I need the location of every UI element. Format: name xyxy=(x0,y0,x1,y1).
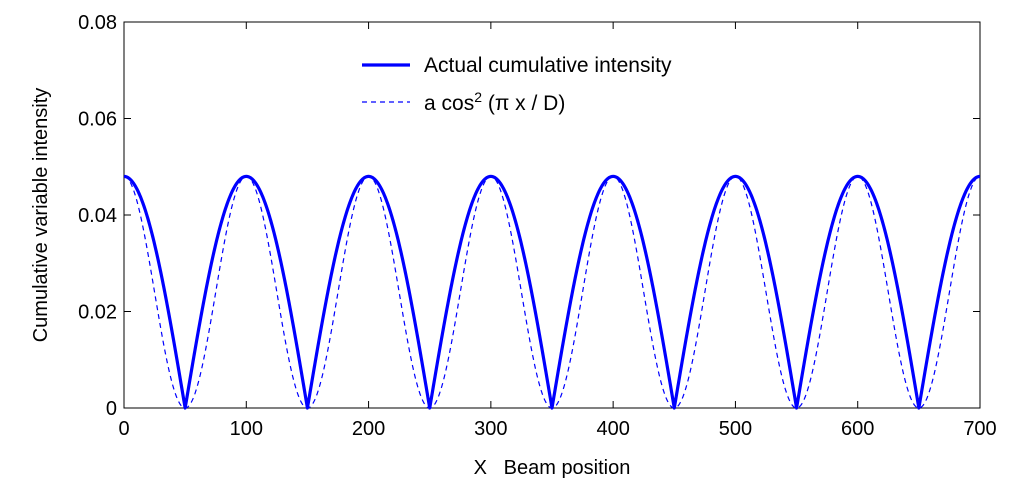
y-tick-label: 0 xyxy=(106,398,117,420)
series-layer xyxy=(123,174,981,410)
y-tick-label: 0.06 xyxy=(78,109,117,131)
legend: Actual cumulative intensity a cos2 (π x … xyxy=(362,54,672,115)
y-axis-label: Cumulative variable intensity xyxy=(30,88,52,343)
x-tick-label: 100 xyxy=(230,418,263,440)
x-tick-label: 400 xyxy=(596,418,629,440)
legend-label-actual-intensity: Actual cumulative intensity xyxy=(424,54,672,77)
legend-label-cos-main: a cos xyxy=(424,92,474,115)
y-tick-label: 0.04 xyxy=(78,205,117,227)
legend-label-cos-superscript: 2 xyxy=(474,89,482,105)
y-tick-label: 0.02 xyxy=(78,302,117,324)
x-tick-label: 0 xyxy=(118,418,129,440)
plot-area xyxy=(123,21,981,410)
series-line-1 xyxy=(123,175,981,409)
ticks-layer xyxy=(123,21,981,409)
x-tick-label: 300 xyxy=(474,418,507,440)
x-tick-label: 700 xyxy=(963,418,996,440)
y-tick-label: 0.08 xyxy=(78,12,117,34)
x-tick-label: 200 xyxy=(352,418,385,440)
x-axis-label: X Beam position xyxy=(474,457,631,478)
legend-label-cos-squared-fit: a cos2 (π x / D) xyxy=(424,89,565,115)
x-tick-label: 500 xyxy=(719,418,752,440)
x-tick-label: 600 xyxy=(841,418,874,440)
plot-frame xyxy=(123,21,981,409)
legend-label-cos-suffix: (π x / D) xyxy=(482,92,565,115)
x-tick-labels: 0 100 200 300 400 500 600 700 xyxy=(118,418,996,440)
y-tick-labels: 0 0.02 0.04 0.06 0.08 xyxy=(78,12,117,420)
